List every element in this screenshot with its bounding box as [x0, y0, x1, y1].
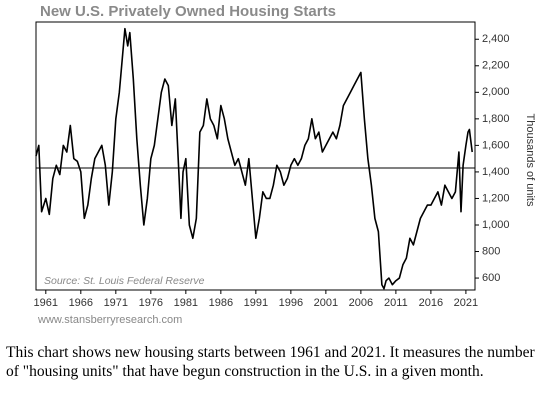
- y-tick-label: 1,600: [482, 139, 510, 151]
- y-tick-label: 1,800: [482, 113, 510, 125]
- y-tick-label: 1,000: [482, 219, 510, 231]
- x-tick-label: 2001: [314, 297, 338, 309]
- x-tick-label: 1961: [34, 297, 58, 309]
- y-tick-label: 2,000: [482, 86, 510, 98]
- y-axis-label: Thousands of units: [524, 114, 536, 207]
- x-tick-label: 2021: [454, 297, 478, 309]
- caption: This chart shows new housing starts betw…: [6, 344, 535, 380]
- x-tick-label: 1981: [174, 297, 198, 309]
- footer: www.stansberryresearch.com: [37, 314, 182, 326]
- y-tick-label: 1,200: [482, 192, 510, 204]
- x-tick-label: 1996: [279, 297, 303, 309]
- y-tick-label: 2,400: [482, 33, 510, 45]
- y-tick-label: 800: [482, 245, 500, 257]
- series-line: [35, 27, 473, 290]
- x-tick-label: 1971: [104, 297, 128, 309]
- source-note: Source: St. Louis Federal Reserve: [44, 275, 205, 287]
- chart: New U.S. Privately Owned Housing Starts …: [34, 3, 537, 326]
- x-tick-label: 1966: [69, 297, 93, 309]
- y-tick-label: 1,400: [482, 166, 510, 178]
- chart-title: New U.S. Privately Owned Housing Starts: [40, 3, 336, 20]
- x-tick-label: 2006: [349, 297, 373, 309]
- y-tick-label: 600: [482, 272, 500, 284]
- x-tick-label: 1986: [209, 297, 233, 309]
- x-tick-label: 2016: [419, 297, 443, 309]
- x-tick-label: 2011: [384, 297, 408, 309]
- plot-frame: [35, 21, 476, 291]
- x-tick-label: 1976: [139, 297, 163, 309]
- x-tick-label: 1991: [244, 297, 268, 309]
- y-tick-label: 2,200: [482, 60, 510, 72]
